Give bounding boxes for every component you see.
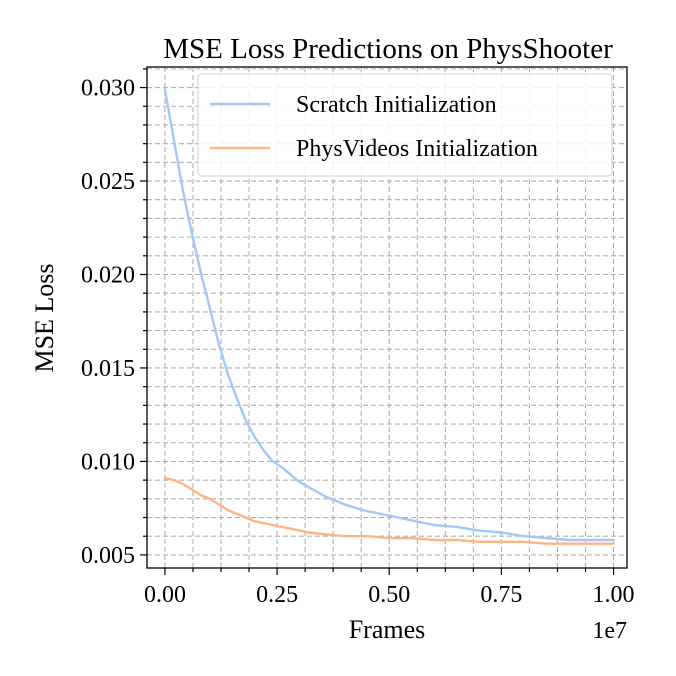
x-tick-label: 1.00 — [593, 582, 635, 608]
series-line-1 — [163, 477, 615, 545]
x-tick-label: 0.00 — [144, 582, 186, 608]
chart-title: MSE Loss Predictions on PhysShooter — [163, 33, 613, 65]
y-tick-label: 0.025 — [81, 169, 135, 195]
x-offset-label: 1e7 — [592, 618, 627, 644]
y-tick-label: 0.030 — [81, 76, 135, 102]
legend-box — [197, 73, 613, 177]
legend-label-physvideos: PhysVideos Initialization — [296, 136, 538, 162]
plot-frame — [146, 66, 628, 569]
series-layer — [163, 88, 615, 545]
y-tick-label: 0.005 — [81, 543, 135, 569]
series-line-0 — [163, 88, 615, 542]
legend: Scratch Initialization PhysVideos Initia… — [197, 73, 613, 177]
legend-label-scratch: Scratch Initialization — [296, 92, 497, 118]
x-tick-label: 0.75 — [480, 582, 522, 608]
x-axis-label: Frames — [349, 615, 426, 644]
x-tick-label: 0.50 — [368, 582, 410, 608]
tick-layer: 0.00 0.25 0.50 0.75 1.00 0.005 0.010 0.015 0.020… — [81, 68, 635, 608]
y-tick-label: 0.015 — [81, 356, 135, 382]
y-axis-label: MSE Loss — [30, 263, 59, 372]
y-tick-label: 0.020 — [81, 263, 135, 289]
x-tick-label: 0.25 — [256, 582, 298, 608]
y-tick-label: 0.010 — [81, 449, 135, 475]
